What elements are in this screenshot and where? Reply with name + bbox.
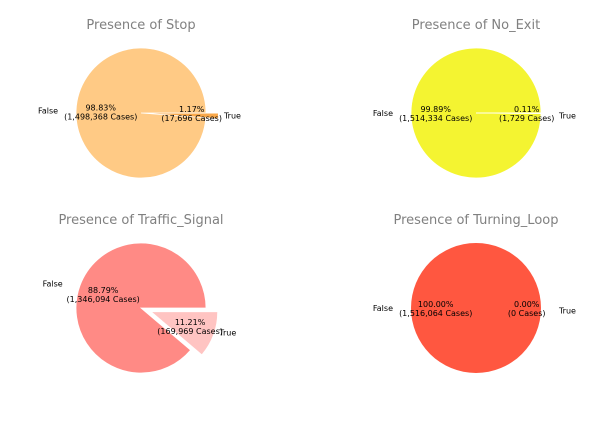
slice-label-false: False [38, 106, 58, 115]
slice-label-true: True [223, 111, 241, 120]
chart-title: Presence of No_Exit [412, 18, 540, 33]
slice-label-true: True [558, 111, 576, 120]
slice-percent-true: 1.17% [179, 105, 205, 114]
slice-percent-false: 99.89% [420, 105, 451, 114]
slice-count-false: (1,514,334 Cases) [399, 114, 472, 123]
slice-percent-true: 0.11% [514, 105, 540, 114]
pie-chart-presence-of-turning-loop: Presence of Turning_Loop False 100.00%(1,5… [373, 213, 576, 373]
pie-slice-false [76, 243, 206, 373]
slice-percent-true: 11.21% [175, 318, 206, 327]
slice-count-true: (169,969 Cases) [157, 327, 223, 336]
pie-chart-presence-of-traffic-signal: Presence of Traffic_Signal False 88.79%(1,… [43, 213, 237, 373]
slice-percent-true: 0.00% [514, 300, 540, 309]
chart-title: Presence of Turning_Loop [394, 213, 559, 228]
slice-percent-false: 100.00% [418, 300, 454, 309]
slice-label-false: False [373, 109, 393, 118]
slice-label-false: False [373, 304, 393, 313]
pie-chart-presence-of-stop: Presence of Stop False 98.83%(1,498,368 Ca… [38, 18, 241, 178]
slice-count-false: (1,346,094 Cases) [67, 295, 140, 304]
slice-percent-false: 88.79% [88, 286, 119, 295]
slice-percent-false: 98.83% [85, 104, 116, 113]
chart-title: Presence of Traffic_Signal [58, 213, 223, 228]
pie-chart-presence-of-no-exit: Presence of No_Exit False 99.89%(1,514,334… [373, 18, 576, 178]
slice-label-false: False [43, 280, 63, 289]
slice-label-true: True [558, 306, 576, 315]
slice-count-true: (17,696 Cases) [161, 114, 222, 123]
slice-count-true: (1,729 Cases) [499, 114, 554, 123]
slice-count-false: (1,516,064 Cases) [399, 309, 472, 318]
slice-count-false: (1,498,368 Cases) [64, 113, 137, 122]
slice-count-true: (0 Cases) [508, 309, 546, 318]
chart-title: Presence of Stop [86, 18, 195, 33]
